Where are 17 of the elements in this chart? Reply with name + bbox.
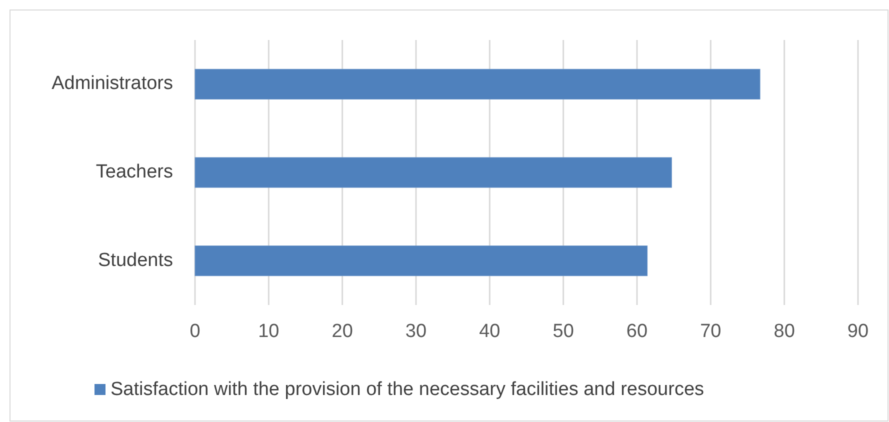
x-tick-label: 60 xyxy=(626,321,648,342)
y-tick-label: Teachers xyxy=(96,162,173,183)
x-tick-label: 70 xyxy=(700,321,722,342)
y-tick-label: Students xyxy=(98,250,173,271)
x-tick-label: 80 xyxy=(774,321,795,342)
bar xyxy=(194,157,672,188)
bar xyxy=(194,68,760,100)
x-tick-label: 30 xyxy=(405,321,427,342)
bar xyxy=(194,246,648,276)
x-tick-label: 50 xyxy=(552,321,574,342)
x-tick-label: 0 xyxy=(190,321,200,342)
y-tick-label: Administrators xyxy=(52,73,173,94)
legend-label: Satisfaction with the provision of the necessary facilities and resources xyxy=(110,379,704,400)
x-tick-label: 90 xyxy=(847,321,869,342)
x-tick-label: 40 xyxy=(479,321,500,342)
x-tick-label: 10 xyxy=(258,321,280,342)
x-tick-label: 20 xyxy=(332,321,353,342)
